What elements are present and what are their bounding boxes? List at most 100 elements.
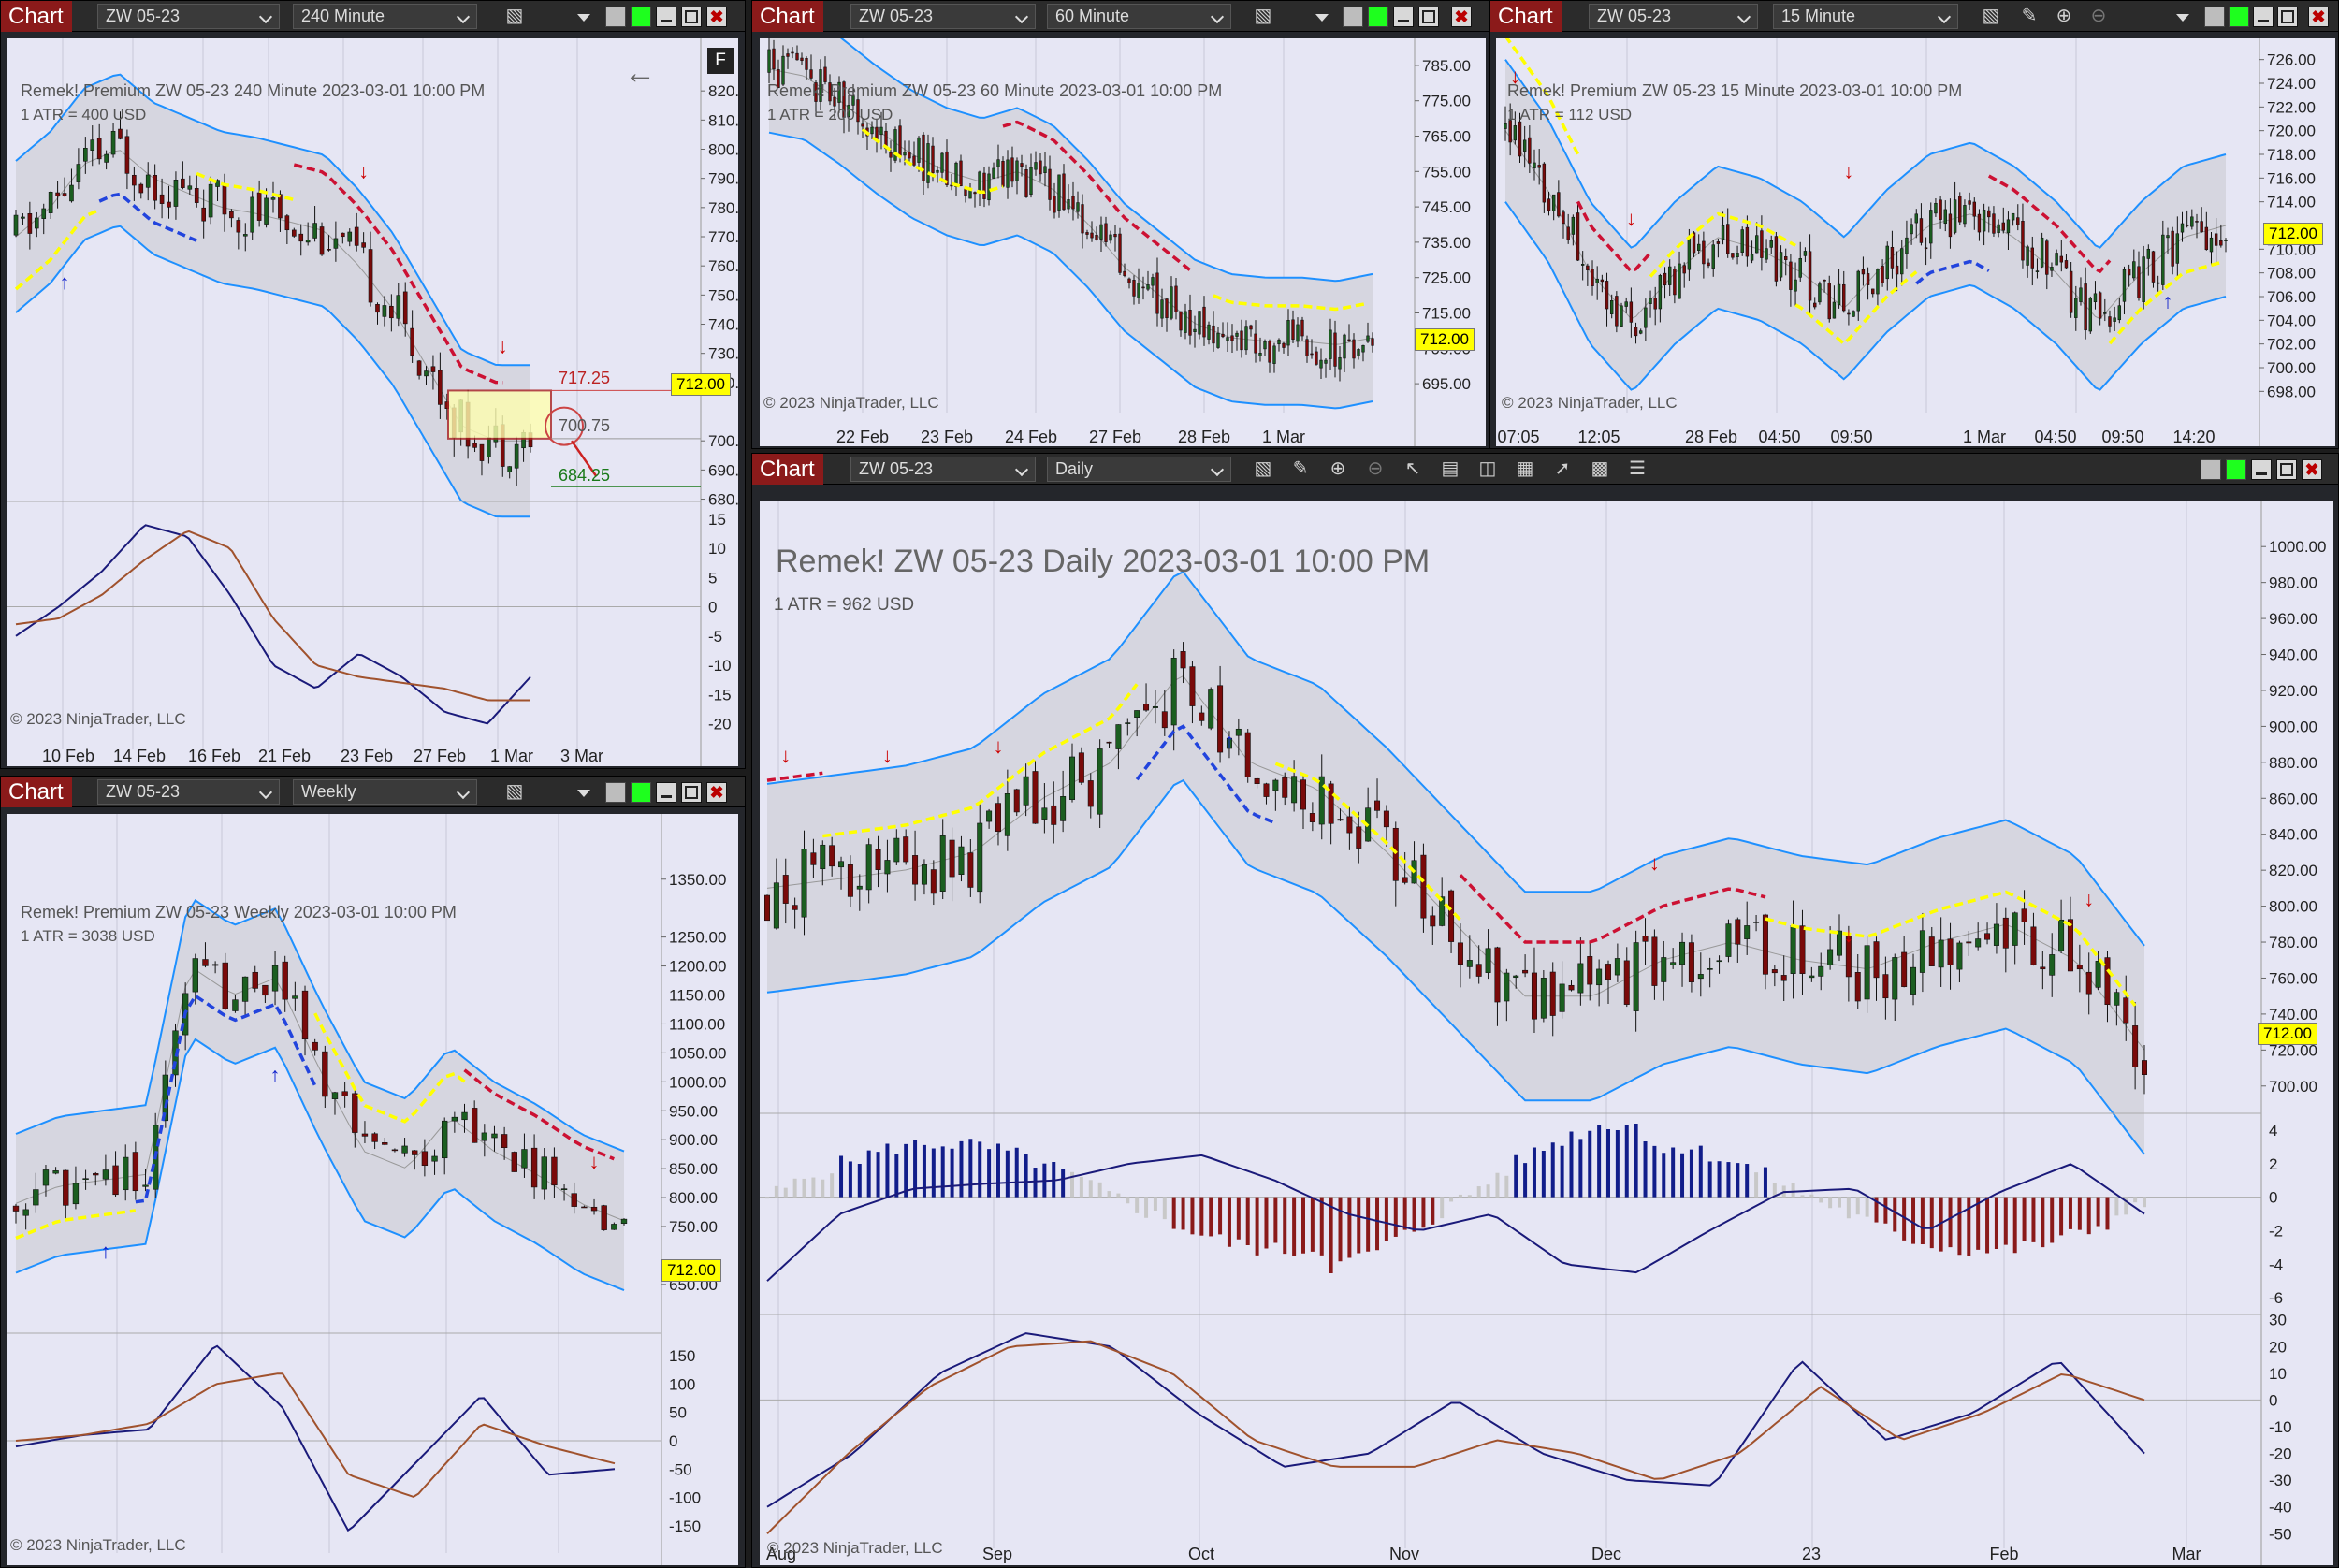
candle [1226, 337, 1229, 341]
interval-select[interactable]: 240 Minute [293, 4, 477, 29]
minimize-icon[interactable] [1393, 7, 1414, 27]
data-box-icon[interactable]: ▤ [1441, 458, 1460, 479]
minimize-icon[interactable] [2251, 459, 2272, 480]
link-gray-icon[interactable] [1343, 7, 1363, 27]
candle [1504, 123, 1507, 129]
candle [487, 437, 491, 457]
candle [1023, 776, 1029, 806]
more-dropdown-icon[interactable] [577, 14, 590, 22]
link-green-icon[interactable] [2229, 7, 2249, 27]
back-arrow-icon[interactable]: ← [624, 55, 656, 91]
indicators-icon[interactable]: ➚ [1554, 458, 1571, 479]
bar-type-icon[interactable]: ▧ [1254, 458, 1272, 479]
instrument-select[interactable]: ZW 05-23 [850, 457, 1036, 482]
x-axis-label: 09:50 [1830, 428, 1872, 446]
close-icon[interactable]: ✖ [2302, 459, 2322, 480]
close-icon[interactable]: ✖ [706, 7, 727, 27]
candle [431, 1155, 438, 1162]
maximize-icon[interactable] [2276, 459, 2297, 480]
link-gray-icon[interactable] [605, 782, 626, 803]
zoom-out-icon[interactable]: ⊖ [1367, 458, 1384, 479]
candle [1249, 325, 1253, 330]
chart-title: Remek! Premium ZW 05-23 Weekly 2023-03-0… [21, 903, 457, 922]
instrument-select[interactable]: ZW 05-23 [1589, 4, 1758, 29]
link-gray-icon[interactable] [2204, 7, 2225, 27]
zoom-out-icon[interactable]: ⊖ [2090, 6, 2107, 26]
bar-type-icon[interactable]: ▧ [505, 6, 524, 26]
candle [1566, 226, 1570, 240]
candle [222, 185, 227, 215]
draw-tool-icon[interactable]: ✎ [1292, 458, 1309, 479]
templates-icon[interactable]: ◫ [1478, 458, 1497, 479]
close-icon[interactable]: ✖ [2308, 7, 2329, 27]
zoom-in-icon[interactable]: ⊕ [1329, 458, 1346, 479]
candle [1371, 338, 1374, 346]
draw-tool-icon[interactable]: ✎ [2021, 6, 2038, 26]
candle [1466, 960, 1473, 967]
price-panel[interactable]: ↑ ↓ ↓ 820.00 810.00 800.00 790.00 780.00 770.00 7… [7, 38, 738, 766]
more-dropdown-icon[interactable] [577, 790, 590, 797]
candle [800, 57, 804, 62]
y-axis-label: 765.00 [1422, 128, 1471, 146]
candle [1347, 339, 1351, 341]
candle [1735, 919, 1741, 945]
link-green-icon[interactable] [1368, 7, 1388, 27]
bar-type-icon[interactable]: ▧ [1254, 6, 1272, 26]
chart-tab[interactable]: Chart [1, 1, 72, 32]
trend-line [766, 771, 823, 782]
candle [1576, 212, 1580, 261]
instrument-select[interactable]: ZW 05-23 [97, 779, 280, 805]
strategies-icon[interactable]: ▦ [1516, 458, 1534, 479]
more-dropdown-icon[interactable] [1315, 14, 1329, 22]
band-mid [766, 675, 2145, 1051]
minimize-icon[interactable] [2253, 7, 2274, 27]
candle [1141, 286, 1145, 289]
candle [341, 232, 345, 238]
zoom-in-icon[interactable]: ⊕ [2056, 6, 2072, 26]
osc-axis-label: 4 [2269, 1122, 2277, 1140]
candle [541, 1156, 547, 1190]
chart-tab[interactable]: Chart [752, 1, 823, 32]
link-gray-icon[interactable] [2201, 459, 2221, 480]
x-axis-label: 27 Feb [1089, 428, 1141, 446]
interval-select[interactable]: 15 Minute [1773, 4, 1958, 29]
bar-type-icon[interactable]: ▧ [505, 781, 524, 802]
instrument-select[interactable]: ZW 05-23 [97, 4, 280, 29]
candle [521, 1149, 528, 1169]
price-panel[interactable]: ↓ ↓ ↓ ↑ 726.00 724.00 722.00 720.00 718.00 716.00… [1496, 38, 2335, 446]
chart-tab[interactable]: Chart [1, 777, 72, 807]
interval-select[interactable]: 60 Minute [1047, 4, 1231, 29]
candle [1658, 275, 1663, 310]
y-axis-label: 850.00 [669, 1160, 718, 1178]
more-dropdown-icon[interactable] [2176, 14, 2189, 22]
minimize-icon[interactable] [656, 7, 676, 27]
instrument-select[interactable]: ZW 05-23 [850, 4, 1036, 29]
close-icon[interactable]: ✖ [1451, 7, 1472, 27]
pointer-icon[interactable]: ↖ [1404, 458, 1421, 479]
minimize-icon[interactable] [656, 782, 676, 803]
maximize-icon[interactable] [681, 782, 702, 803]
maximize-icon[interactable] [681, 7, 702, 27]
chart-tab[interactable]: Chart [1490, 1, 1562, 32]
candle [1013, 789, 1020, 813]
maximize-icon[interactable] [2277, 7, 2298, 27]
list-icon[interactable]: ☰ [1629, 458, 1646, 479]
trend-line [293, 163, 503, 385]
y-axis-label: 708.00 [2267, 265, 2316, 283]
close-icon[interactable]: ✖ [706, 782, 727, 803]
candle [1854, 972, 1861, 1002]
link-green-icon[interactable] [631, 782, 651, 803]
price-panel[interactable]: 785.00 775.00 765.00 755.00 745.00 735.00 725.… [760, 38, 1486, 446]
bar-type-icon[interactable]: ▧ [1982, 6, 2000, 26]
properties-icon[interactable]: ▩ [1591, 458, 1609, 479]
f-button[interactable]: F [707, 48, 734, 74]
link-green-icon[interactable] [2226, 459, 2246, 480]
maximize-icon[interactable] [1418, 7, 1439, 27]
link-gray-icon[interactable] [605, 7, 626, 27]
price-panel[interactable]: ↑ ↑ ↓ 1350.00 1250.00 1200.00 1150.00 1100.00 10… [7, 814, 738, 1565]
link-green-icon[interactable] [631, 7, 651, 27]
chart-tab[interactable]: Chart [752, 454, 823, 485]
interval-select[interactable]: Weekly [293, 779, 477, 805]
price-panel[interactable]: ↓ ↓ ↓ ↑ ↓ ↓ ↓ 1000.00 980.00 960.00 940.00 920.00 90… [760, 501, 2333, 1565]
interval-select[interactable]: Daily [1047, 457, 1231, 482]
